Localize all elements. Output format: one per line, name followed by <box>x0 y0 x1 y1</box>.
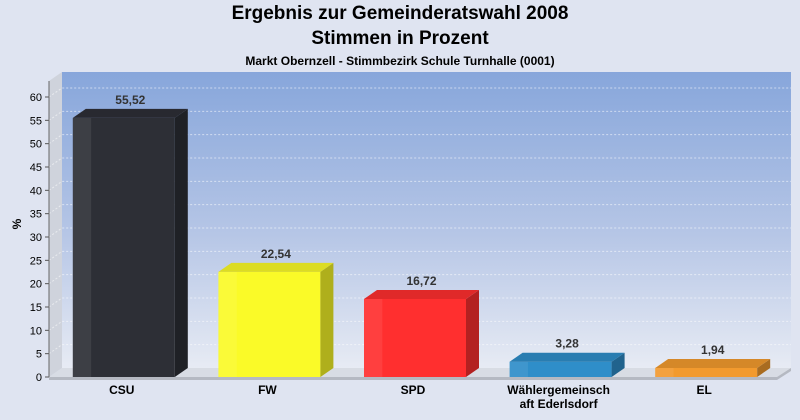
gridline <box>48 320 791 331</box>
bar-csu: 55,52 <box>72 93 188 377</box>
y-axis: 0 5 10 15 20 25 30 35 40 45 50 55 60% <box>10 81 50 384</box>
x-tick-label: FW <box>258 383 277 397</box>
gridline <box>48 250 791 261</box>
bar-side <box>174 108 188 377</box>
x-tick-label-line: FW <box>258 383 277 397</box>
x-tick-label-line: Wählergemeinsch <box>507 383 610 397</box>
y-tick-label: 40 <box>30 185 42 197</box>
x-tick-label-line: aft Ederlsdorf <box>520 397 599 411</box>
chart-title: Ergebnis zur Gemeinderatswahl 2008 <box>231 3 569 24</box>
bar-side <box>757 358 771 377</box>
bar-front <box>364 298 466 377</box>
bar-sheen <box>364 298 383 377</box>
bar-front <box>218 271 321 377</box>
bar-value-label: 16,72 <box>406 274 436 288</box>
gridline <box>48 87 791 98</box>
gridline <box>48 274 791 285</box>
bar-top <box>655 358 771 368</box>
bar-sheen <box>218 271 237 377</box>
bar-side <box>466 289 479 377</box>
chart-subtitle: Markt Obernzell - Stimmbezirk Schule Tur… <box>245 54 555 68</box>
bar-top <box>218 262 334 272</box>
bar-top <box>364 289 479 299</box>
y-tick-label: 5 <box>36 349 42 361</box>
bars: 55,52 22,54 16,72 3,28 1,94 <box>72 93 771 377</box>
bar-sheen <box>72 117 92 377</box>
bar-wählergemeinsch-aft-ederlsdorf: 3,28 <box>509 337 625 377</box>
bar-side <box>320 262 334 377</box>
y-tick-label: 0 <box>36 372 42 384</box>
y-tick-label: 50 <box>30 139 42 151</box>
x-tick-label: SPD <box>401 383 426 397</box>
bar-value-label: 3,28 <box>555 337 579 351</box>
y-tick-label: 15 <box>30 302 42 314</box>
bar-top <box>509 352 625 362</box>
bar-side <box>611 352 625 377</box>
x-tick-label: Wählergemeinsch aft Ederlsdorf <box>507 383 610 411</box>
x-tick-label-line: SPD <box>401 383 426 397</box>
gridline <box>48 134 791 145</box>
y-tick-label: 20 <box>30 279 42 291</box>
x-tick-label-line: EL <box>697 383 712 397</box>
bar-sheen <box>509 361 528 377</box>
bar-front <box>509 361 612 377</box>
y-tick-label: 25 <box>30 255 42 267</box>
bar-el: 1,94 <box>655 343 771 377</box>
bar-value-label: 55,52 <box>115 93 145 107</box>
bar-fw: 22,54 <box>218 247 334 377</box>
gridline <box>48 204 791 215</box>
x-tick-label-line: CSU <box>109 383 134 397</box>
bar-top <box>72 108 188 118</box>
gridline <box>48 297 791 308</box>
bar-front <box>655 367 758 377</box>
bar-front <box>72 117 175 377</box>
bar-spd: 16,72 <box>364 274 479 377</box>
bar-value-label: 22,54 <box>261 247 291 261</box>
y-tick-label: 45 <box>30 162 42 174</box>
y-axis-title: % <box>10 218 24 229</box>
y-tick-label: 10 <box>30 325 42 337</box>
y-tick-label: 55 <box>30 115 42 127</box>
y-tick-label: 35 <box>30 209 42 221</box>
plot-left-wall <box>49 72 62 377</box>
gridline <box>48 227 791 238</box>
bar-sheen <box>655 367 674 377</box>
gridline <box>48 157 791 168</box>
y-tick-label: 60 <box>30 92 42 104</box>
gridlines <box>48 87 791 355</box>
y-tick-label: 30 <box>30 232 42 244</box>
bar-value-label: 1,94 <box>701 343 725 357</box>
gridline <box>48 110 791 121</box>
chart-title-line2: Stimmen in Prozent <box>311 28 489 49</box>
gridline <box>48 344 791 355</box>
x-axis: CSU FW SPD Wählergemeinsch aft Ederlsdorf EL <box>109 383 712 411</box>
x-tick-label: EL <box>697 383 712 397</box>
x-tick-label: CSU <box>109 383 134 397</box>
gridline <box>48 180 791 191</box>
